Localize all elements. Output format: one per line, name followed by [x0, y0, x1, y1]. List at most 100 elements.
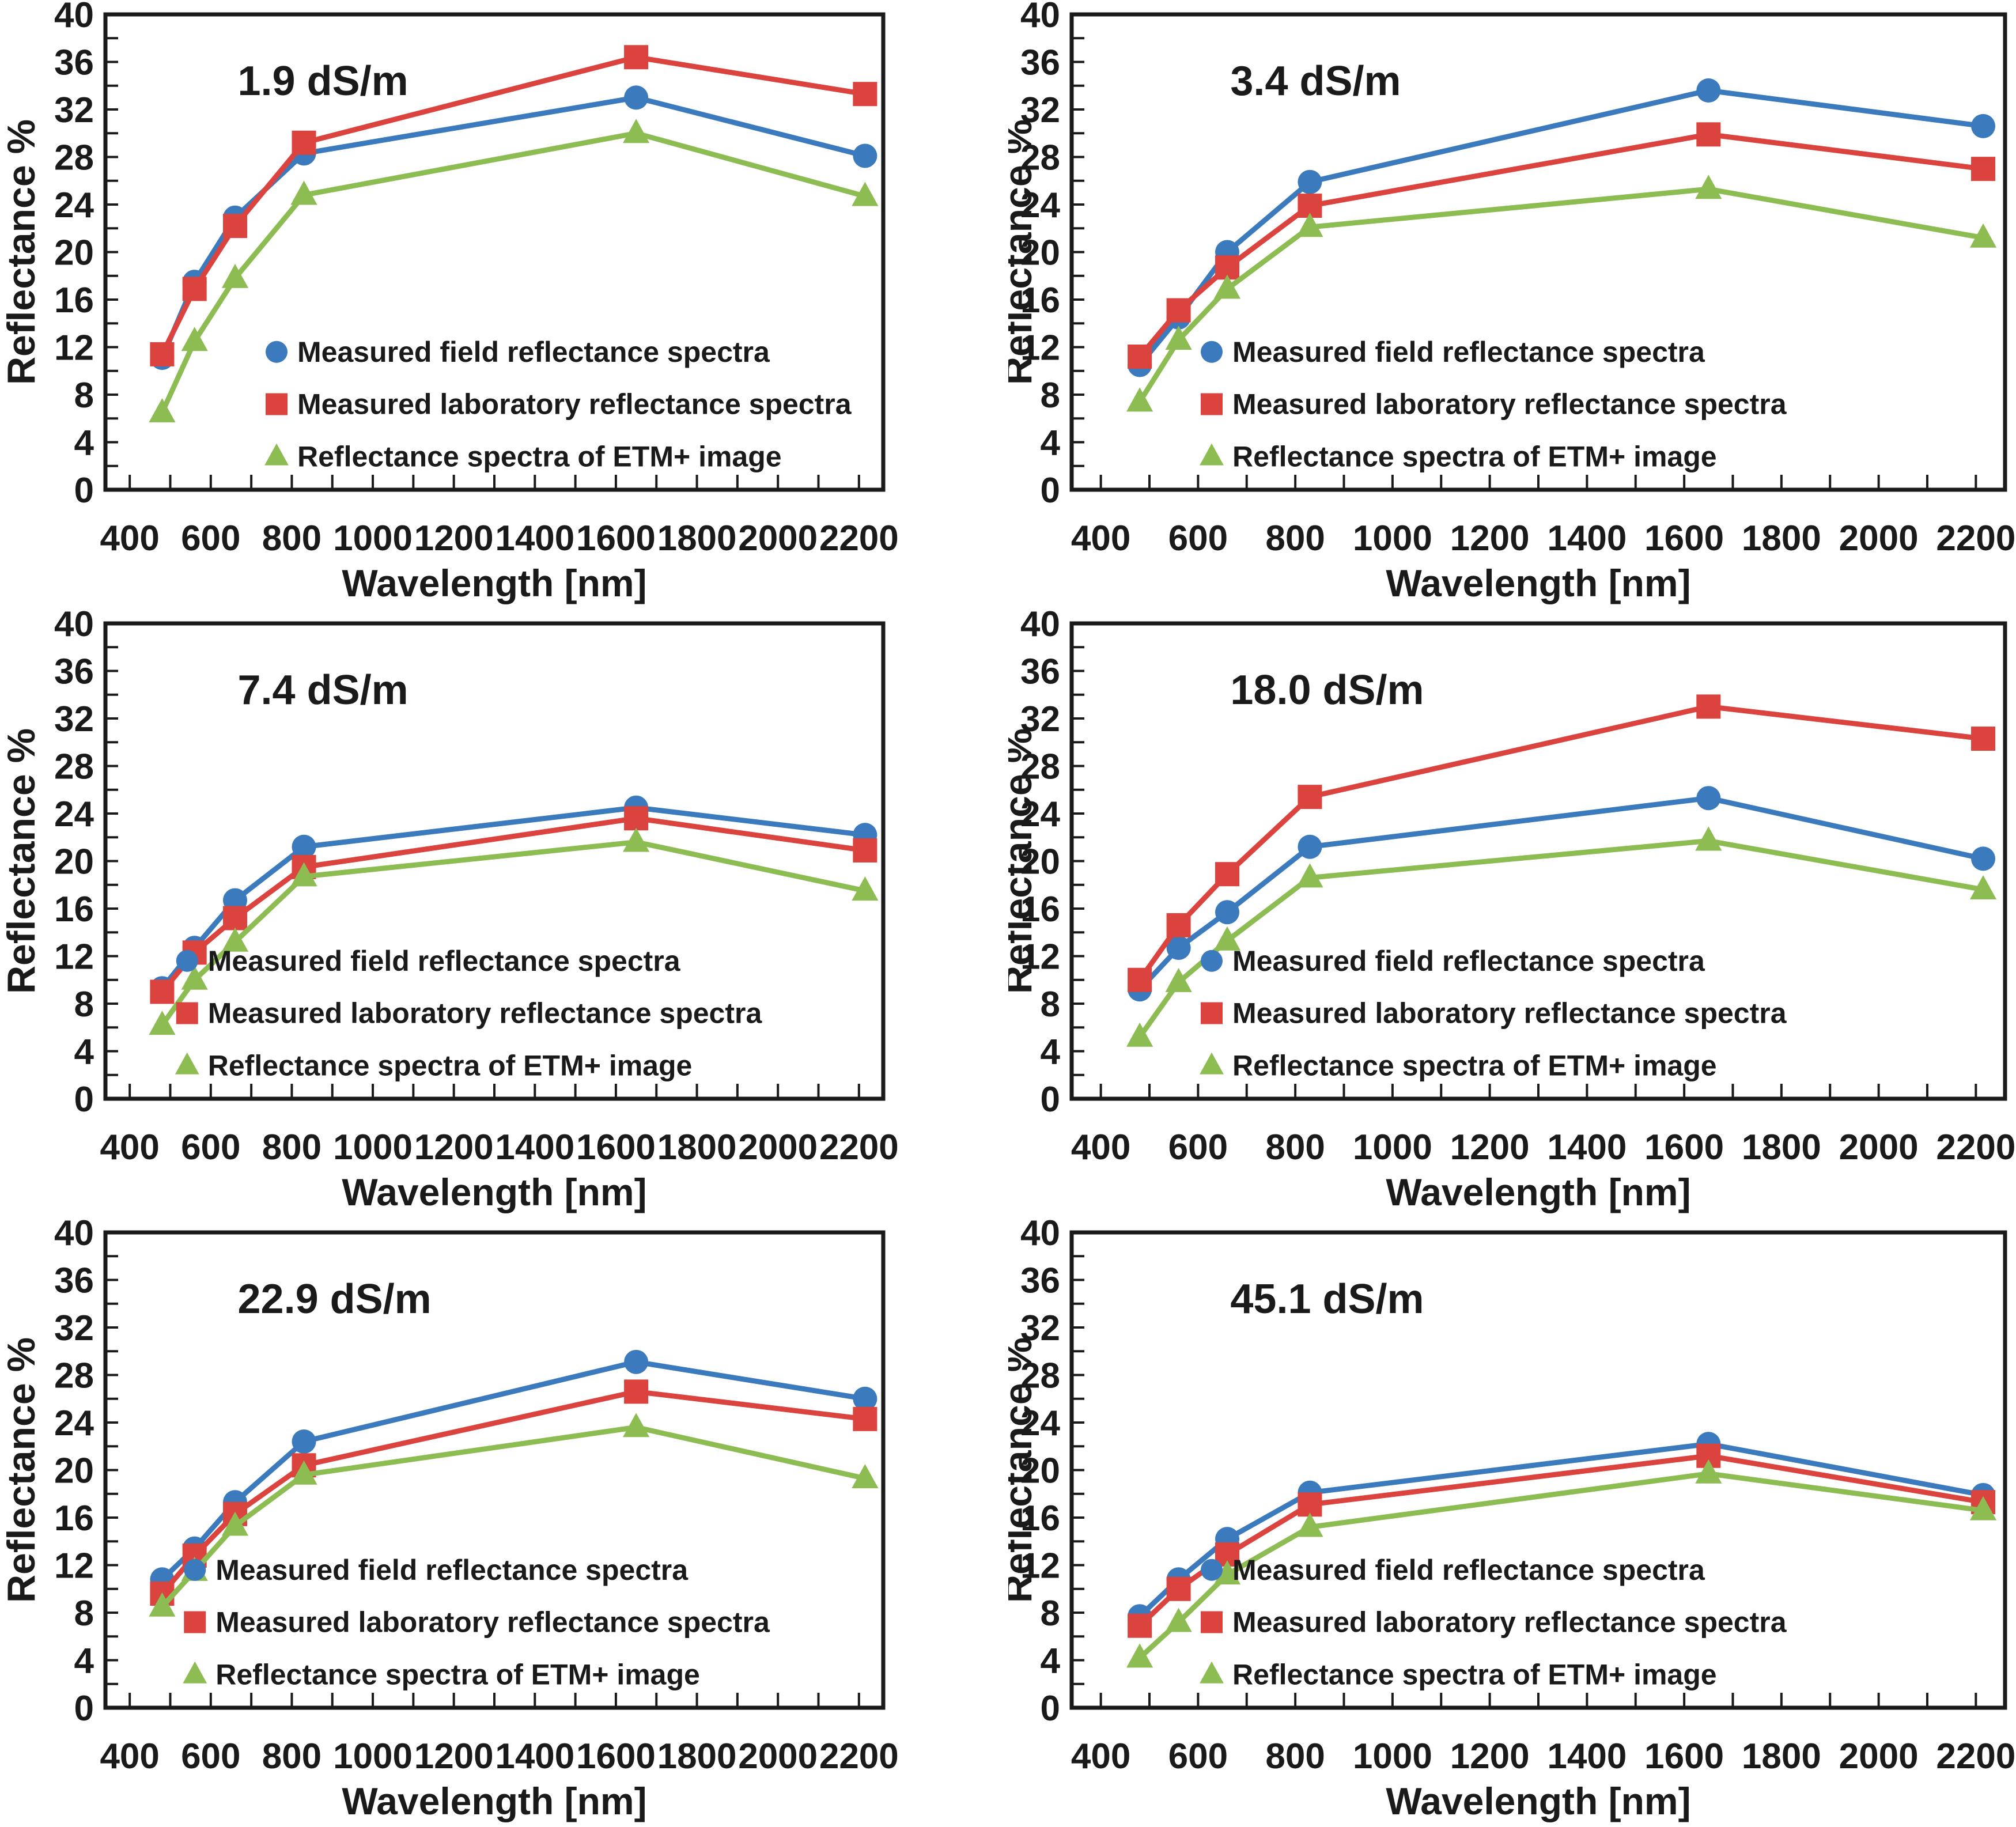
- x-tick-label: 1000: [1353, 1737, 1432, 1776]
- y-axis-tick-labels: 0 4 8 12 16 20 24 28 32 36 40: [1020, 609, 1060, 1119]
- data-point-etm-1650nm: [1695, 1459, 1722, 1484]
- legend: Measured field reflectance spectra Measur…: [1200, 1554, 1787, 1690]
- y-tick-label: 32: [54, 699, 94, 739]
- chart-panel-7-4-dsm: 0 4 8 12 16 20 24 28 32 36 40 400 600 800 1000 1200 1400…: [0, 609, 1008, 1218]
- x-tick-label: 400: [100, 519, 159, 558]
- x-axis-tick-labels: 400 600 800 1000 1200 1400 1600 1800 2000 2200: [1071, 1737, 2015, 1776]
- data-point-etm-830nm: [1296, 213, 1323, 237]
- y-tick-label: 20: [1020, 233, 1060, 273]
- square-legend-marker-icon: [176, 1002, 198, 1024]
- y-axis-tick-labels: 0 4 8 12 16 20 24 28 32 36 40: [54, 1218, 94, 1728]
- legend-label: Measured laboratory reflectance spectra: [1232, 388, 1787, 421]
- legend-item-lab: Measured laboratory reflectance spectra: [176, 997, 762, 1030]
- y-tick-label: 32: [1020, 90, 1060, 130]
- y-axis-title: Reflectance %: [0, 728, 43, 994]
- data-point-etm-480nm: [149, 1592, 176, 1617]
- y-tick-label: 12: [54, 1546, 94, 1586]
- data-point-lab-560nm: [1166, 298, 1191, 323]
- x-tick-label: 800: [262, 1128, 321, 1167]
- x-tick-label: 1200: [1450, 1128, 1530, 1167]
- y-axis-tick-labels: 0 4 8 12 16 20 24 28 32 36 40: [1020, 0, 1060, 510]
- data-point-field-830nm: [1298, 834, 1322, 859]
- x-axis-ticks: [1099, 1084, 1977, 1099]
- data-point-field-1650nm: [624, 85, 649, 110]
- x-tick-label: 400: [1071, 1737, 1130, 1776]
- y-axis-tick-labels: 0 4 8 12 16 20 24 28 32 36 40: [1020, 1218, 1060, 1728]
- series-line-etm: [160, 130, 866, 414]
- data-point-lab-2215nm: [1971, 157, 1996, 181]
- y-axis-ticks: [105, 622, 118, 1100]
- y-axis-title: Reflectance %: [1008, 728, 1040, 994]
- square-legend-marker-icon: [1201, 393, 1223, 415]
- y-tick-label: 8: [74, 1594, 94, 1633]
- legend-item-etm: Reflectance spectra of ETM+ image: [264, 440, 782, 472]
- x-tick-label: 1600: [576, 1737, 656, 1776]
- data-point-lab-660nm: [223, 906, 247, 930]
- y-tick-label: 28: [1020, 1356, 1060, 1396]
- data-point-etm-660nm: [221, 927, 249, 952]
- data-point-etm-480nm: [1126, 1022, 1153, 1047]
- y-tick-label: 20: [1020, 1451, 1060, 1491]
- y-tick-label: 4: [74, 1032, 94, 1072]
- legend-item-field: Measured field reflectance spectra: [184, 1554, 689, 1586]
- x-tick-label: 2000: [1839, 1128, 1919, 1167]
- data-point-lab-2215nm: [853, 838, 877, 863]
- x-tick-label: 1200: [414, 1737, 494, 1776]
- chart-panel-45-1-dsm: 0 4 8 12 16 20 24 28 32 36 40 400 600 800 1000 1200 1400…: [1008, 1218, 2016, 1827]
- y-tick-label: 16: [54, 1499, 94, 1538]
- panel-title: 7.4 dS/m: [238, 667, 409, 713]
- x-axis-tick-labels: 400 600 800 1000 1200 1400 1600 1800 2000 2200: [1071, 519, 2015, 558]
- x-tick-label: 1800: [1742, 1737, 1821, 1776]
- y-axis-ticks: [1072, 13, 1084, 491]
- legend-item-etm: Reflectance spectra of ETM+ image: [175, 1049, 692, 1081]
- panel-title: 3.4 dS/m: [1230, 58, 1401, 104]
- data-point-etm-480nm: [1126, 1643, 1153, 1668]
- data-point-lab-480nm: [1128, 1613, 1152, 1638]
- series-line-etm: [1137, 186, 1984, 403]
- y-tick-label: 40: [1020, 0, 1060, 35]
- panel-title: 18.0 dS/m: [1230, 667, 1424, 713]
- x-tick-label: 2200: [1936, 519, 2015, 558]
- data-point-field-2215nm: [853, 1386, 877, 1411]
- data-point-etm-1650nm: [1695, 175, 1722, 199]
- legend-item-field: Measured field reflectance spectra: [176, 945, 681, 977]
- legend-item-field: Measured field reflectance spectra: [1201, 1554, 1705, 1586]
- x-axis-ticks: [128, 475, 860, 490]
- data-point-etm-830nm: [1296, 863, 1323, 888]
- legend-item-lab: Measured laboratory reflectance spectra: [184, 1606, 770, 1639]
- x-tick-label: 1800: [657, 1128, 737, 1167]
- y-tick-label: 36: [54, 1261, 94, 1301]
- y-tick-label: 16: [54, 890, 94, 929]
- data-point-field-1650nm: [1696, 786, 1721, 811]
- y-tick-label: 0: [74, 471, 94, 510]
- x-tick-label: 1400: [1547, 1737, 1627, 1776]
- data-point-etm-660nm: [1213, 1560, 1241, 1585]
- y-tick-label: 12: [1020, 1546, 1060, 1586]
- circle-legend-marker-icon: [1201, 341, 1223, 363]
- y-axis-ticks: [1072, 622, 1084, 1100]
- y-tick-label: 24: [54, 186, 94, 225]
- x-tick-label: 1200: [1450, 1737, 1530, 1776]
- x-tick-label: 600: [181, 519, 240, 558]
- x-axis-tick-labels: 400 600 800 1000 1200 1400 1600 1800 2000 2200: [100, 1128, 898, 1167]
- legend-label: Measured field reflectance spectra: [1232, 336, 1705, 368]
- x-tick-label: 400: [1071, 1128, 1130, 1167]
- x-tick-label: 1600: [576, 1128, 656, 1167]
- y-axis-title: Reflectance %: [0, 119, 43, 385]
- y-axis-title: Reflectance %: [1008, 119, 1040, 385]
- data-point-lab-660nm: [223, 214, 247, 239]
- data-point-field-660nm: [1215, 900, 1239, 925]
- x-tick-label: 600: [1168, 1128, 1228, 1167]
- x-tick-label: 1000: [333, 519, 413, 558]
- x-tick-label: 800: [1265, 1737, 1325, 1776]
- chart-panel-18-0-dsm: 0 4 8 12 16 20 24 28 32 36 40 400 600 800 1000 1200 1400…: [1008, 609, 2016, 1218]
- data-point-etm-2215nm: [1969, 1496, 1997, 1520]
- square-legend-marker-icon: [1201, 1002, 1223, 1024]
- data-point-etm-830nm: [290, 862, 317, 887]
- chart-svg: 0 4 8 12 16 20 24 28 32 36 40 400 600 800 1000 1200 1400…: [1008, 0, 2015, 604]
- x-tick-label: 2000: [1839, 519, 1919, 558]
- y-tick-label: 16: [54, 281, 94, 320]
- x-tick-label: 2200: [1936, 1737, 2015, 1776]
- x-tick-label: 1400: [1547, 1128, 1627, 1167]
- y-tick-label: 8: [74, 376, 94, 415]
